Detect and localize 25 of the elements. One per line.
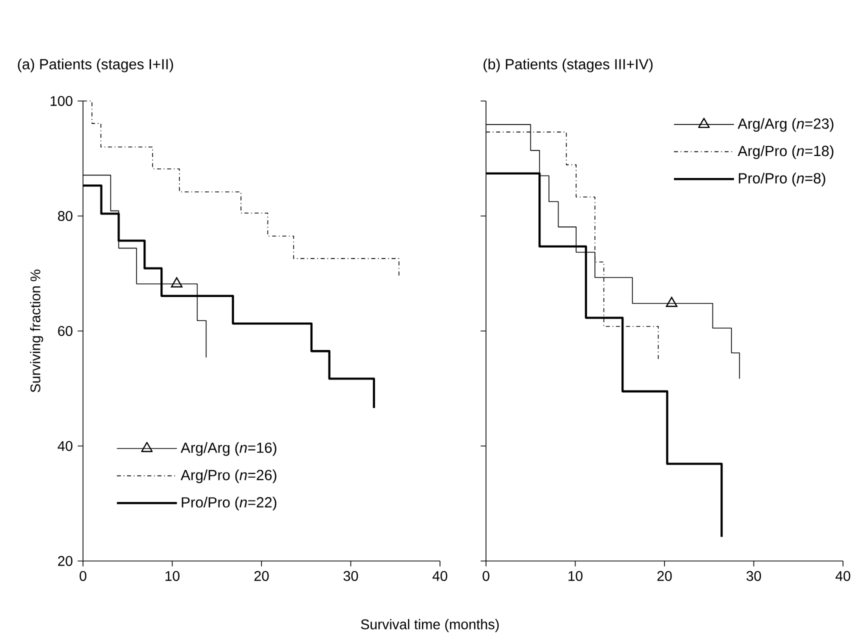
x-tick-label: 30 [746, 571, 761, 581]
x-tick-label: 40 [432, 571, 448, 581]
x-tick-label: 10 [568, 571, 582, 581]
y-axis-title: Surviving fraction % [30, 270, 44, 392]
y-tick-label: 40 [58, 441, 72, 451]
legend-label: Arg/Pro (n=18) [738, 145, 834, 160]
legend-label: Arg/Pro (n=26) [180, 469, 276, 484]
x-tick-label: 0 [482, 571, 490, 581]
chart-title: (b) Patients (stages III+IV) [484, 58, 653, 72]
x-axis-title: Survival time (months) [361, 619, 499, 632]
x-tick-label: 40 [836, 571, 850, 581]
chart-title: (a) Patients (stages I+II) [18, 58, 174, 72]
legend-label: Arg/Arg (n=16) [180, 442, 276, 456]
legend-label: Pro/Pro (n=8) [738, 172, 826, 186]
y-tick-label: 20 [58, 556, 72, 566]
y-tick-label: 100 [50, 96, 72, 106]
x-tick-label: 10 [166, 571, 180, 581]
y-tick-label: 80 [58, 211, 72, 221]
x-tick-label: 30 [343, 571, 358, 581]
legend-label: Arg/Arg (n=23) [738, 118, 834, 132]
x-tick-label: 0 [80, 571, 86, 581]
x-tick-label: 20 [254, 571, 269, 581]
legend-label: Pro/Pro (n=22) [182, 496, 276, 510]
y-tick-label: 60 [58, 326, 72, 336]
x-tick-label: 20 [657, 571, 672, 581]
